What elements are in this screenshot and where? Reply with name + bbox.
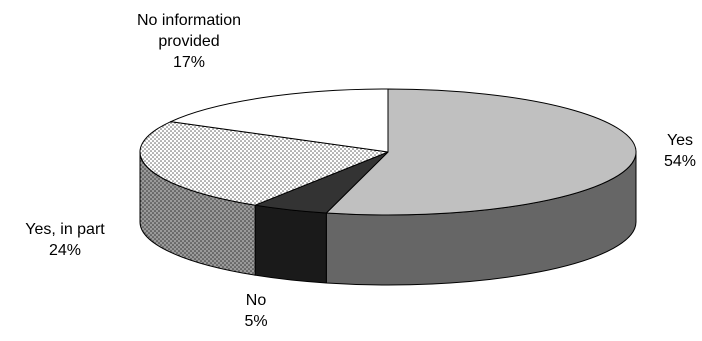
slice-label-3: Yes, in part 24% [25,221,105,259]
pie-slice-3 [139,121,389,206]
slice-category-label: Yes [667,132,693,149]
pie-label-layer: Yes 54% No 5% Yes, in part 24% No information p… [25,12,696,330]
slice-category-label: Yes, in part [25,221,105,238]
slice-value-label: 54% [664,153,696,170]
slice-value-label: 5% [244,313,267,330]
slice-value-label: 24% [49,242,81,259]
pie-top-layer [139,88,637,216]
pie-slice-side-2 [254,204,327,284]
slice-category-label: No [246,292,267,309]
pie-slice-1 [325,88,637,216]
slice-category-label: provided [158,33,219,50]
pie-slice-4 [170,88,389,153]
slice-value-label: 17% [173,54,205,71]
slice-label-4: No information provided 17% [137,12,241,71]
slice-label-2: No 5% [244,292,267,330]
slice-label-1: Yes 54% [664,132,696,170]
slice-category-label: No information [137,12,241,29]
pie-side-layer [139,151,637,286]
